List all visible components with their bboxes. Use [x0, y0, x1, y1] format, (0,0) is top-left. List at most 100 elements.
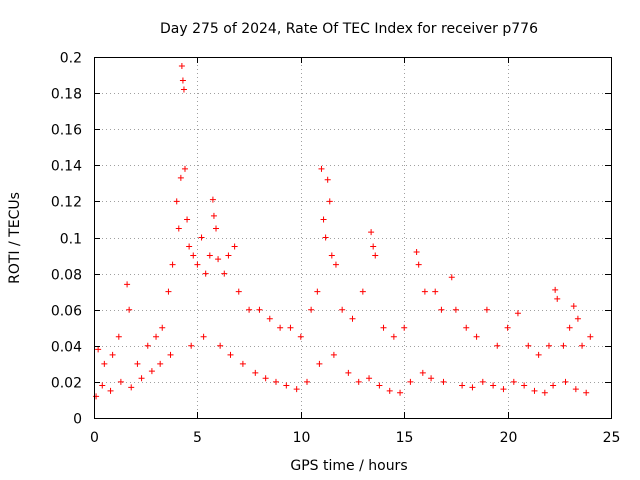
data-point — [227, 351, 234, 358]
data-point — [101, 360, 108, 367]
data-point — [235, 288, 242, 295]
data-point — [469, 384, 476, 391]
y-tick-label: 0.04 — [51, 340, 82, 356]
chart-title: Day 275 of 2024, Rate Of TEC Index for r… — [160, 21, 538, 37]
data-point — [368, 229, 375, 236]
data-point — [349, 315, 356, 322]
data-point — [432, 288, 439, 295]
data-point — [448, 274, 455, 281]
data-point — [209, 196, 216, 203]
data-point — [419, 369, 426, 376]
data-point — [277, 324, 284, 331]
data-point — [421, 288, 428, 295]
data-point — [287, 324, 294, 331]
data-point — [324, 176, 331, 183]
data-point — [372, 252, 379, 259]
data-point — [188, 342, 195, 349]
data-point — [128, 384, 135, 391]
data-point — [134, 360, 141, 367]
data-point — [587, 333, 594, 340]
data-point — [535, 351, 542, 358]
data-point — [583, 389, 590, 396]
grid-lines — [94, 57, 611, 418]
data-point — [107, 387, 114, 394]
data-point — [210, 212, 217, 219]
data-point — [330, 351, 337, 358]
y-axis-label: ROTI / TECUs — [7, 192, 23, 284]
data-point — [181, 165, 188, 172]
data-point — [297, 333, 304, 340]
data-point — [126, 306, 133, 313]
data-point — [525, 342, 532, 349]
data-point — [428, 375, 435, 382]
data-point — [328, 252, 335, 259]
data-point — [322, 234, 329, 241]
data-point — [380, 324, 387, 331]
data-point — [510, 378, 517, 385]
x-axis-label: GPS time / hours — [290, 458, 407, 474]
data-point — [560, 342, 567, 349]
data-point — [459, 382, 466, 389]
data-point — [304, 378, 311, 385]
data-point — [148, 368, 155, 375]
data-point — [407, 378, 414, 385]
y-tick-label: 0.12 — [51, 195, 82, 211]
data-point — [500, 386, 507, 393]
data-point — [579, 342, 586, 349]
y-tick-label: 0.2 — [60, 51, 82, 67]
x-tick-label: 20 — [500, 430, 518, 446]
data-point — [514, 310, 521, 317]
data-point — [180, 86, 187, 93]
data-point — [570, 303, 577, 310]
data-point — [541, 389, 548, 396]
y-tick-label: 0.02 — [51, 376, 82, 392]
data-point — [262, 375, 269, 382]
data-point — [252, 369, 259, 376]
data-point — [159, 324, 166, 331]
data-point — [562, 378, 569, 385]
data-point — [452, 306, 459, 313]
data-point — [550, 382, 557, 389]
data-point — [144, 342, 151, 349]
data-point — [138, 375, 145, 382]
data-point — [463, 324, 470, 331]
data-point — [531, 387, 538, 394]
data-point — [167, 351, 174, 358]
x-tick-label: 10 — [293, 430, 311, 446]
x-tick-label: 25 — [603, 430, 621, 446]
data-point — [283, 382, 290, 389]
data-point — [109, 351, 116, 358]
data-point — [231, 243, 238, 250]
data-point — [293, 386, 300, 393]
data-point — [266, 315, 273, 322]
data-point — [574, 315, 581, 322]
data-point — [165, 288, 172, 295]
data-point — [308, 306, 315, 313]
data-point — [554, 295, 561, 302]
data-point — [175, 225, 182, 232]
data-point — [572, 386, 579, 393]
data-point — [545, 342, 552, 349]
data-point — [213, 225, 220, 232]
data-point — [95, 346, 102, 353]
x-tick-label: 0 — [90, 430, 99, 446]
data-point — [397, 389, 404, 396]
data-point — [169, 261, 176, 268]
data-point — [359, 288, 366, 295]
data-point — [117, 378, 124, 385]
data-point — [438, 306, 445, 313]
data-point — [521, 382, 528, 389]
data-point — [202, 270, 209, 277]
data-point — [178, 63, 185, 70]
data-point — [272, 378, 279, 385]
data-point — [198, 234, 205, 241]
data-point — [440, 378, 447, 385]
data-point — [225, 252, 232, 259]
data-point — [173, 198, 180, 205]
data-point — [316, 360, 323, 367]
data-point — [376, 382, 383, 389]
data-point — [390, 333, 397, 340]
y-tick-label: 0.14 — [51, 159, 82, 175]
